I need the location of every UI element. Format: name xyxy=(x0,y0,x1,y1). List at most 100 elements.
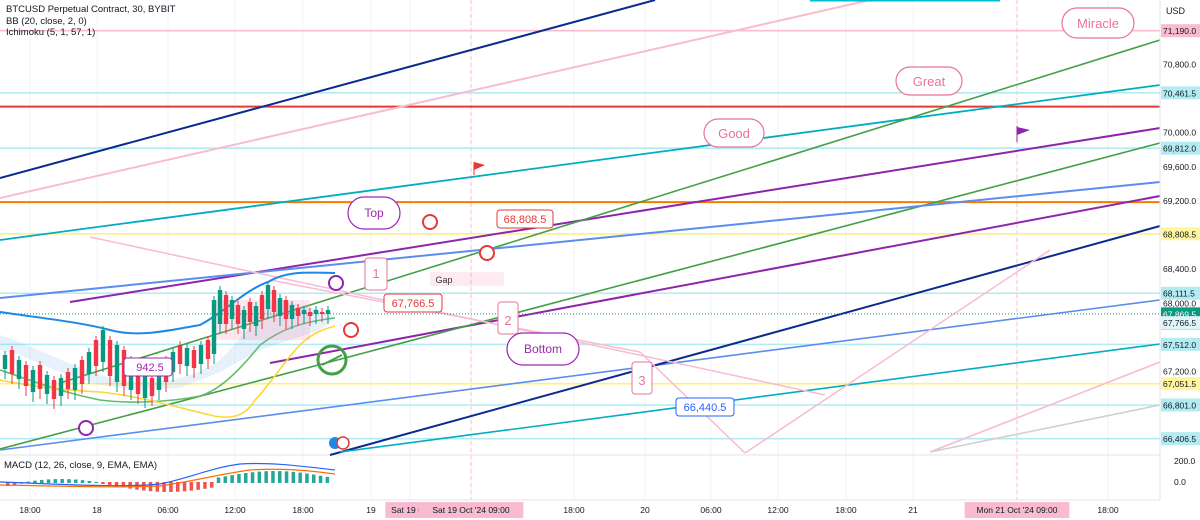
macd-line xyxy=(0,462,336,487)
candle-body-48 xyxy=(319,312,325,314)
price-tag-bg-4 xyxy=(1161,141,1200,155)
candle-body-19 xyxy=(135,365,141,394)
macd-legend[interactable]: MACD (12, 26, close, 9, EMA, EMA) xyxy=(4,460,158,471)
time-axis[interactable]: 18:00 18 06:00 12:00 18:00 19 Sat 19 Oc Sat 19 … xyxy=(19,502,1119,518)
price-tag-9: 68,111.5 xyxy=(1163,289,1195,299)
time-label-1: 18 xyxy=(92,505,102,515)
macd-hist-25 xyxy=(176,482,180,492)
candle-body-32 xyxy=(223,295,229,324)
indicator-ichimoku[interactable]: Ichimoku (5, 1, 57, 1) xyxy=(6,27,96,38)
macd-hist-6 xyxy=(46,479,51,483)
trend-lines xyxy=(0,0,1161,456)
candle-body-6 xyxy=(44,375,50,394)
bb-upper xyxy=(0,271,336,335)
candle-body-44 xyxy=(295,308,301,316)
price-tag-15: 67,051.5 xyxy=(1163,379,1196,389)
price-tag-bg-16 xyxy=(1161,398,1200,412)
annotation-9: 68,808.5 xyxy=(496,209,554,229)
trend-line-12 xyxy=(929,361,1161,453)
annotation-bubble-0 xyxy=(1061,7,1135,39)
candle-body-1 xyxy=(9,350,15,374)
candle-body-12 xyxy=(86,352,92,374)
annotation-7: 3 xyxy=(631,361,653,395)
candle-body-30 xyxy=(211,300,217,354)
pointer-icon-0 xyxy=(422,214,438,230)
macd-hist-5 xyxy=(40,479,44,483)
macd-hist-9 xyxy=(67,479,71,483)
trend-line-11 xyxy=(339,343,1161,453)
macd-hist-36 xyxy=(250,472,255,483)
macd-hist-22 xyxy=(155,482,160,492)
annotation-5: 1 xyxy=(364,257,388,291)
macd-hist-45 xyxy=(312,474,316,483)
macd-hist-12 xyxy=(87,480,92,483)
gap-zone xyxy=(430,272,504,286)
price-tag-bg-17 xyxy=(1161,432,1200,446)
price-tick-1: 70,800.0 xyxy=(1163,59,1196,69)
pointer-icon-3 xyxy=(343,322,359,338)
macd-hist-39 xyxy=(271,471,275,483)
price-axis[interactable]: USD 71,190.0 70,800.0 70,461.5 70,000.0 69,81… xyxy=(1159,0,1200,520)
time-label-14: Mon 21 Oct '24 09:00 xyxy=(976,505,1057,515)
chart-grid xyxy=(0,0,1160,501)
annotation-3: Top xyxy=(347,196,401,230)
time-label-3: 12:00 xyxy=(224,505,246,515)
candle-body-0 xyxy=(2,355,8,369)
annotations: Miracle Great Good Top Bottom 1 2 3 Gap 68,808.5 6… xyxy=(78,7,1135,450)
candle-body-22 xyxy=(156,368,162,390)
pointer-icon-4 xyxy=(78,420,94,436)
horizontal-levels xyxy=(0,29,1160,440)
macd-hist-15 xyxy=(108,482,112,486)
pointer-icon-1 xyxy=(479,245,495,261)
candle-body-33 xyxy=(229,300,235,319)
macd-hist-43 xyxy=(298,472,302,483)
macd-hist-31 xyxy=(216,477,221,483)
annotation-box-5 xyxy=(364,257,388,291)
annotation-box-9 xyxy=(496,209,554,229)
time-label-4: 18:00 xyxy=(292,505,314,515)
time-label-11: 12:00 xyxy=(767,505,789,515)
annotation-box-6 xyxy=(497,301,519,335)
indicator-bb[interactable]: BB (20, close, 2, 0) xyxy=(6,15,87,27)
time-label-9: 20 xyxy=(640,505,650,515)
candle-body-11 xyxy=(79,360,85,384)
time-label-0: 18:00 xyxy=(19,505,41,515)
price-tick-14: 67,200.0 xyxy=(1163,366,1196,376)
candle-body-26 xyxy=(184,348,190,366)
annotation-box-7 xyxy=(631,361,653,395)
candle-body-5 xyxy=(37,365,43,389)
time-label-15: 18:00 xyxy=(1097,505,1119,515)
candle-body-35 xyxy=(241,310,247,329)
macd-hist-16 xyxy=(114,482,119,487)
annotation-text-10: 67,766.5 xyxy=(392,298,435,310)
price-tag-bg-13 xyxy=(1161,337,1200,351)
annotation-box-10 xyxy=(383,293,443,313)
candle-body-28 xyxy=(198,345,204,364)
macd-tick-0: 200.0 xyxy=(1174,456,1196,466)
annotation-11: 66,440.5 xyxy=(675,397,735,417)
candles xyxy=(0,281,1160,409)
candle-body-21 xyxy=(149,378,155,396)
price-tick-5: 69,600.0 xyxy=(1163,162,1196,172)
annotation-1: Great xyxy=(895,66,963,96)
candle-body-10 xyxy=(72,368,78,390)
macd-hist-27 xyxy=(189,482,194,491)
flag-red-icon xyxy=(474,162,485,170)
price-tag-7: 68,808.5 xyxy=(1163,229,1196,239)
price-tick-6: 69,200.0 xyxy=(1163,196,1196,206)
trend-line-0 xyxy=(0,0,656,179)
price-tag-0: 71,190.0 xyxy=(1163,26,1196,36)
macd-hist-14 xyxy=(101,482,105,484)
scissors-icon xyxy=(316,344,348,376)
candle-body-13 xyxy=(93,340,99,366)
annotation-text-6: 2 xyxy=(504,313,511,328)
macd-hist-7 xyxy=(53,479,58,483)
macd-hist-28 xyxy=(196,482,200,490)
trend-line-10 xyxy=(329,225,1161,456)
event-icon-flag-us xyxy=(336,436,350,450)
candle-body-36 xyxy=(247,302,253,322)
time-label-5: 19 xyxy=(366,505,376,515)
price-tag-bg-0 xyxy=(1161,24,1200,38)
candle-body-42 xyxy=(283,300,289,319)
